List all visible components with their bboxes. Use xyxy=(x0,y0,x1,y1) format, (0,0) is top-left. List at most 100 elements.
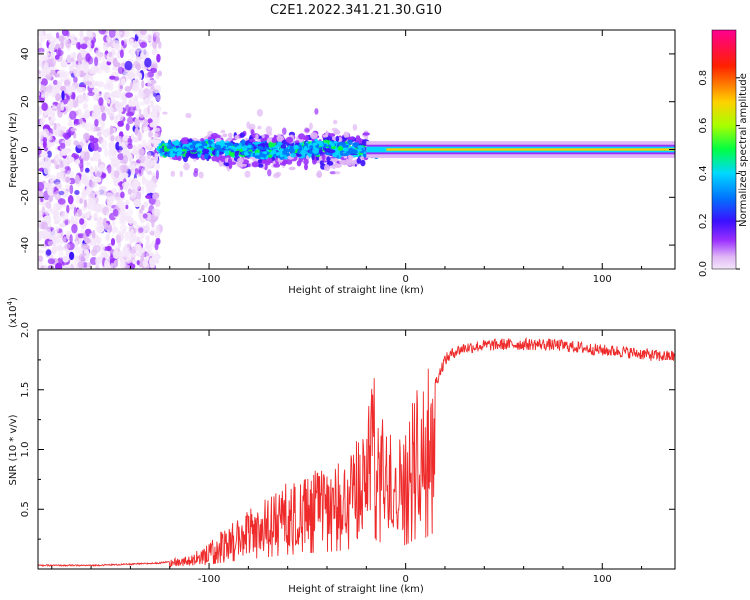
noise-blob xyxy=(143,201,149,208)
noise-blob xyxy=(155,169,159,180)
core-blob xyxy=(227,142,234,146)
noise-blob xyxy=(105,234,110,242)
band-blob xyxy=(346,139,353,146)
noise-blob xyxy=(111,165,115,175)
band-blob xyxy=(216,150,220,158)
noise-blob xyxy=(134,47,143,52)
band-blob xyxy=(352,160,356,167)
noise-blob xyxy=(112,250,120,259)
colorbar-tick-label: 0.6 xyxy=(698,118,709,134)
core-blob xyxy=(298,147,303,151)
band-blob xyxy=(257,138,262,143)
noise-blob xyxy=(94,119,99,127)
noise-blob xyxy=(69,110,77,120)
noise-blob xyxy=(91,141,99,152)
band-blob xyxy=(241,139,246,147)
noise-blob xyxy=(110,135,115,142)
noise-blob xyxy=(84,122,93,127)
noise-blob xyxy=(48,43,55,53)
noise-blob xyxy=(76,42,81,50)
noise-blob xyxy=(46,213,52,222)
band-blob xyxy=(204,153,209,160)
noise-blob xyxy=(88,191,96,199)
snr-ylabel: SNR (10 * v/v) xyxy=(8,414,19,485)
noise-blob xyxy=(142,111,148,117)
noise-blob xyxy=(139,41,148,49)
noise-blob xyxy=(69,251,75,261)
noise-blob xyxy=(76,52,82,63)
core-blob xyxy=(269,152,275,155)
noise-blob xyxy=(117,66,124,75)
noise-blob xyxy=(93,81,100,87)
noise-blob xyxy=(55,93,62,102)
core-blob xyxy=(337,142,344,146)
noise-blob xyxy=(92,151,101,162)
noise-blob xyxy=(48,132,53,141)
noise-blob xyxy=(85,161,92,166)
scatter-blob xyxy=(246,121,251,129)
noise-blob xyxy=(74,190,80,195)
noise-blob xyxy=(42,141,47,149)
noise-blob xyxy=(73,68,81,78)
x-tick-label: 0 xyxy=(402,574,408,585)
band-blob xyxy=(163,145,167,152)
scatter-blob xyxy=(352,124,358,131)
noise-blob xyxy=(153,84,162,94)
noise-blob xyxy=(49,209,56,214)
noise-blob xyxy=(105,211,110,217)
noise-blob xyxy=(65,184,71,189)
noise-blob xyxy=(88,180,95,189)
core-blob xyxy=(352,149,358,155)
noise-blob xyxy=(81,225,85,234)
noise-blob xyxy=(120,191,125,199)
noise-blob xyxy=(111,192,116,201)
band-blob xyxy=(326,156,331,162)
noise-blob xyxy=(150,79,157,85)
scatter-blob xyxy=(282,127,287,135)
band-blob xyxy=(312,147,319,154)
noise-blob xyxy=(127,188,132,195)
noise-blob xyxy=(96,176,102,183)
noise-blob xyxy=(60,171,64,180)
noise-blob xyxy=(145,222,150,233)
band-blob xyxy=(222,133,228,138)
noise-blob xyxy=(105,245,112,252)
core-blob xyxy=(289,145,294,150)
band-blob xyxy=(341,160,349,166)
band-blob xyxy=(236,162,241,167)
noise-blob xyxy=(51,229,57,236)
core-blob xyxy=(347,149,353,153)
noise-blob xyxy=(51,85,58,96)
y-tick-label: 0 xyxy=(20,146,31,152)
noise-blob xyxy=(87,91,95,97)
noise-blob xyxy=(77,111,84,119)
noise-blob xyxy=(117,120,124,127)
y-tick-label: 1.5 xyxy=(20,382,31,398)
noise-blob xyxy=(150,100,154,109)
noise-blob xyxy=(125,200,130,206)
noise-blob xyxy=(55,225,59,233)
noise-blob xyxy=(41,102,48,112)
noise-blob xyxy=(142,126,150,132)
noise-blob xyxy=(138,36,142,44)
noise-blob xyxy=(81,193,87,200)
noise-blob xyxy=(146,33,153,42)
noise-blob xyxy=(154,225,161,231)
noise-blob xyxy=(102,92,110,101)
snr-plot-area xyxy=(38,337,675,568)
heatmap-xlabel: Height of straight line (km) xyxy=(288,285,424,296)
noise-blob xyxy=(132,79,136,84)
noise-blob xyxy=(103,261,111,269)
noise-blob xyxy=(38,198,41,205)
scatter-blob xyxy=(329,171,337,175)
noise-blob xyxy=(64,79,71,88)
band-blob xyxy=(159,147,163,154)
noise-blob xyxy=(85,53,91,62)
core-blob xyxy=(203,143,208,147)
band-blob xyxy=(202,148,210,154)
noise-blob xyxy=(38,190,44,198)
noise-blob xyxy=(75,246,83,255)
signal-core xyxy=(386,148,675,151)
noise-blob xyxy=(73,75,78,84)
core-blob xyxy=(242,147,248,151)
